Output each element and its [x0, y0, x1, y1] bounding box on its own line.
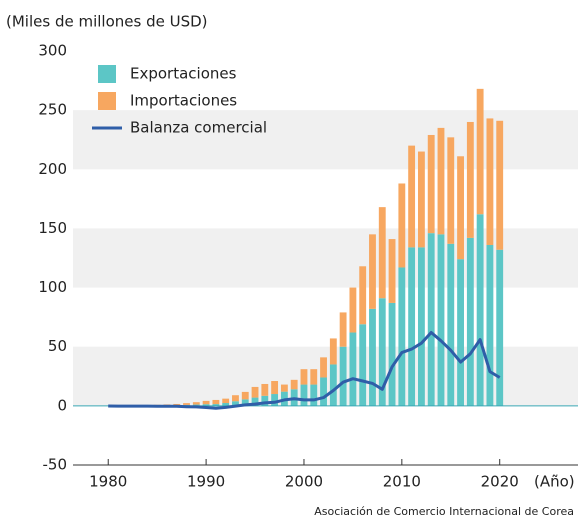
bar-segment	[192, 402, 200, 405]
bar-segment	[427, 233, 435, 406]
y-tick-label: 100	[38, 278, 67, 296]
bar-segment	[271, 394, 279, 406]
bar-segment	[261, 383, 269, 396]
bar-segment	[339, 346, 347, 406]
bar-segment	[476, 214, 484, 406]
y-tick-label: 150	[38, 219, 67, 237]
bar-segment	[212, 404, 220, 406]
bar-segment	[329, 364, 337, 406]
bar-segment	[222, 398, 230, 404]
bar-segment	[359, 266, 367, 325]
bar-segment	[359, 324, 367, 406]
bar-segment	[183, 403, 190, 405]
bar-segment	[437, 234, 445, 406]
bar-segment	[300, 369, 308, 385]
bar-segment	[329, 338, 337, 365]
bar-segment	[232, 395, 239, 402]
bar-segment	[466, 121, 474, 238]
y-tick-label: 50	[48, 337, 67, 355]
y-tick-label: 0	[57, 396, 67, 414]
y-tick-label: 250	[38, 101, 67, 119]
bar-segment	[222, 403, 230, 406]
bar-segment	[320, 377, 327, 406]
x-tick-label: 2000	[285, 473, 323, 491]
legend-swatch	[98, 92, 116, 110]
grid-band	[73, 110, 578, 170]
bar-segment	[261, 395, 269, 406]
bar-segment	[280, 384, 288, 392]
y-tick-label: 200	[38, 160, 67, 178]
bar-segment	[496, 249, 504, 406]
bar-segment	[349, 287, 357, 333]
bar-segment	[173, 403, 181, 406]
bar-segment	[251, 397, 259, 406]
bar-segment	[241, 391, 249, 400]
bar-segment	[320, 357, 327, 378]
x-tick-label: 1990	[187, 473, 225, 491]
bar-segment	[496, 120, 504, 250]
bar-segment	[447, 243, 455, 406]
bar-segment	[369, 308, 376, 406]
bar-segment	[447, 137, 455, 244]
x-axis-label: (Año)	[534, 473, 575, 491]
grid-band	[73, 228, 578, 288]
bar-segment	[339, 312, 347, 347]
x-tick-label: 2010	[383, 473, 421, 491]
bar-segment	[476, 88, 484, 215]
source: Asociación de Comercio Internacional de …	[314, 505, 574, 518]
bar-segment	[457, 156, 464, 260]
bar-segment	[349, 332, 357, 406]
bar-segment	[378, 298, 386, 406]
bar-segment	[486, 118, 494, 245]
bar-segment	[300, 384, 308, 406]
bar-segment	[466, 237, 474, 406]
bar-segment	[290, 379, 298, 390]
bar-segment	[427, 134, 435, 234]
bar-segment	[398, 267, 406, 406]
bar-segment	[417, 151, 425, 248]
bar-segment	[378, 207, 386, 299]
legend: Exportaciones Importaciones Balanza comerc…	[92, 65, 267, 137]
bar-segment	[202, 404, 210, 406]
y-axis-label: (Miles de millones de USD)	[6, 13, 208, 31]
bar-segment	[486, 244, 494, 406]
bar-segment	[310, 369, 318, 385]
legend-label: Balanza comercial	[130, 119, 267, 137]
balance-line	[108, 331, 501, 410]
bar-segment	[212, 399, 220, 405]
bar-segment	[241, 399, 249, 406]
bar-segment	[437, 127, 445, 235]
bar-segment	[369, 234, 376, 309]
bar-segment	[232, 401, 239, 406]
x-tick-label: 1980	[89, 473, 127, 491]
bar-segment	[251, 386, 259, 398]
bar-segment	[457, 259, 464, 406]
bar-segment	[192, 404, 200, 406]
y-tick-label: 300	[38, 42, 67, 60]
bar-segment	[271, 381, 279, 395]
legend-label: Importaciones	[130, 92, 237, 110]
bar-segment	[417, 247, 425, 406]
bar-segment	[398, 183, 406, 268]
y-tick-label: -50	[43, 456, 68, 474]
bar-segment	[408, 247, 416, 406]
bar-segment	[388, 302, 396, 406]
bar-segment	[310, 384, 318, 406]
legend-swatch	[98, 65, 116, 83]
bar-segment	[388, 239, 396, 303]
legend-label: Exportaciones	[130, 65, 237, 83]
x-tick-label: 2020	[481, 473, 519, 491]
bar-segment	[408, 145, 416, 248]
bar-segment	[202, 400, 210, 405]
